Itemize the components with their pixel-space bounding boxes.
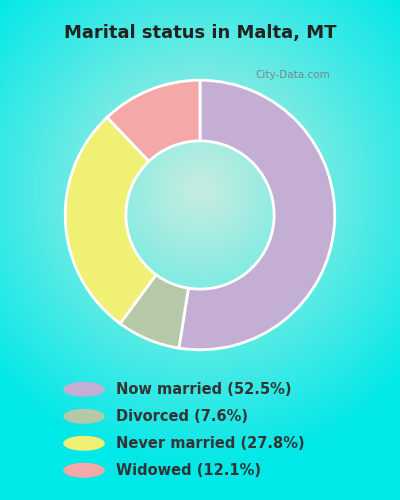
Wedge shape bbox=[65, 118, 156, 324]
Text: Marital status in Malta, MT: Marital status in Malta, MT bbox=[64, 24, 336, 42]
Wedge shape bbox=[179, 80, 335, 350]
Text: Widowed (12.1%): Widowed (12.1%) bbox=[116, 463, 261, 478]
Wedge shape bbox=[120, 274, 188, 348]
Circle shape bbox=[64, 382, 104, 396]
Wedge shape bbox=[107, 80, 200, 162]
Circle shape bbox=[64, 464, 104, 477]
Text: City-Data.com: City-Data.com bbox=[255, 70, 330, 80]
Text: Divorced (7.6%): Divorced (7.6%) bbox=[116, 409, 248, 424]
Circle shape bbox=[64, 436, 104, 450]
Text: Now married (52.5%): Now married (52.5%) bbox=[116, 382, 292, 397]
Text: Never married (27.8%): Never married (27.8%) bbox=[116, 436, 305, 451]
Circle shape bbox=[64, 410, 104, 423]
